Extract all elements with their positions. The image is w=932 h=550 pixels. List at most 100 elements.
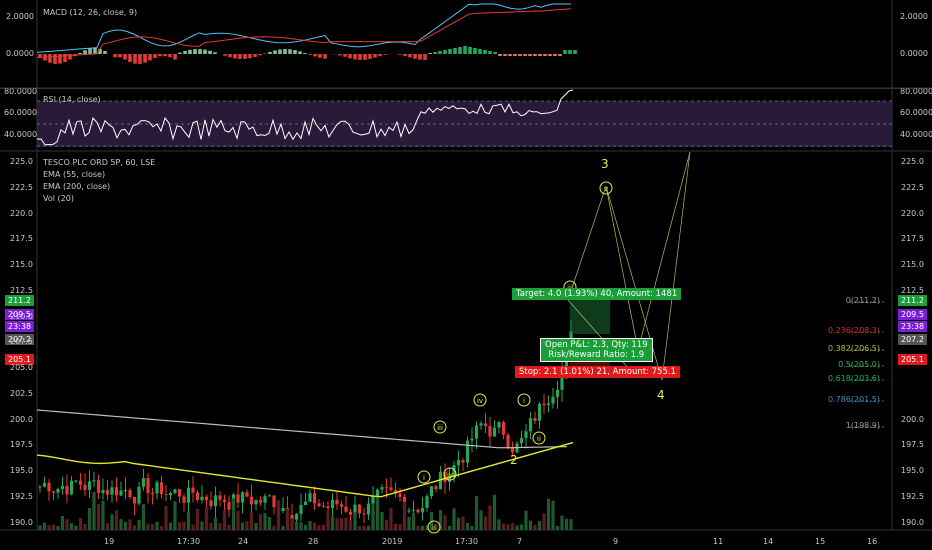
stop-box[interactable]: Stop: 2.1 (1.01%) 21, Amount: 755.1 <box>515 366 680 378</box>
volume-bar <box>87 507 92 530</box>
left-price-tag: 23:38 <box>5 321 35 332</box>
volume-bar <box>123 521 128 530</box>
candle-body <box>353 504 357 515</box>
volume-bar <box>299 522 303 530</box>
volume-bar <box>78 517 83 530</box>
macd-hist-bar <box>38 54 42 58</box>
volume-bar <box>164 506 168 530</box>
macd-hist-bar <box>88 48 92 54</box>
wave-circle-marker <box>443 467 457 481</box>
candle-body <box>497 422 501 428</box>
right-price-tag: 23:38 <box>898 321 928 332</box>
candle-body <box>177 489 182 497</box>
volume-bar <box>267 517 272 530</box>
wave-4-label: 4 <box>657 388 665 402</box>
candle-body <box>105 489 110 495</box>
macd-hist-bar <box>518 54 522 56</box>
target-box[interactable]: Target: 4.0 (1.93%) 40, Amount: 1481 <box>512 288 682 300</box>
pnl-box[interactable]: Open P&L: 2.3, Qty: 119 Risk/Reward Rati… <box>540 338 653 362</box>
macd-hist-bar <box>188 49 192 54</box>
fib-level-label: 0(211.2) <box>845 296 880 305</box>
volume-bar <box>105 523 110 530</box>
macd-hist-bar <box>48 54 52 63</box>
volume-bar <box>380 512 384 530</box>
candle-body <box>425 496 429 508</box>
candle-body <box>560 369 564 390</box>
candle-body <box>312 493 317 504</box>
wave-projection-line <box>567 185 607 301</box>
candle-body <box>326 506 330 509</box>
candle-body <box>537 403 542 421</box>
candle-body <box>407 510 411 512</box>
macd-hist-bar <box>418 54 422 60</box>
volume-bar <box>312 522 317 530</box>
candle-body <box>173 489 177 493</box>
volume-bar <box>177 522 182 530</box>
candle-body <box>209 500 213 507</box>
macd-hist-bar <box>398 54 402 55</box>
candle-body <box>92 480 96 482</box>
candle-body <box>429 486 434 497</box>
macd-hist-bar <box>213 52 217 54</box>
candle-body <box>218 495 222 500</box>
volume-bar <box>335 518 339 530</box>
time-tick: 16 <box>867 537 878 546</box>
volume-bar <box>114 510 119 530</box>
volume-bar <box>407 516 411 530</box>
macd-hist-bar <box>273 50 277 54</box>
volume-bar <box>222 510 227 530</box>
rsi-tick-80: 80.0000 <box>900 87 932 96</box>
volume-bar <box>119 519 123 530</box>
candle-body <box>96 480 101 493</box>
candle-body <box>483 423 488 427</box>
volume-bar <box>564 518 569 530</box>
volume-bar <box>285 508 290 530</box>
candle-body <box>447 476 452 482</box>
volume-bar <box>69 523 74 530</box>
macd-hist-bar <box>413 54 417 59</box>
volume-bar <box>569 519 573 530</box>
right-tick-190.0: 190.0 <box>901 517 924 527</box>
candle-body <box>245 492 249 497</box>
candle-body <box>38 486 42 488</box>
volume-bar <box>510 523 515 530</box>
volume-bar <box>330 516 335 530</box>
rsi-tick-40: 40.0000 <box>900 130 932 139</box>
volume-bar <box>38 525 42 530</box>
candle-body <box>555 389 560 397</box>
macd-tick-top: 2.0000 <box>900 12 928 21</box>
volume-bar <box>483 516 488 530</box>
macd-hist-bar <box>223 54 227 56</box>
volume-bar <box>96 503 101 530</box>
volume-bar <box>137 519 141 530</box>
wave-circle-marker <box>517 393 531 407</box>
volume-bar <box>479 510 483 530</box>
macd-tick-zero: 0.0000 <box>900 49 928 58</box>
wave-circle-marker <box>433 420 447 434</box>
candle-body <box>474 425 479 439</box>
volume-bar <box>308 520 312 530</box>
left-tick-190.0: 190.0 <box>10 517 33 527</box>
candle-body <box>420 507 425 513</box>
macd-hist-bar <box>553 54 557 56</box>
pnl-text: Open P&L: 2.3, Qty: 119 <box>545 340 648 350</box>
macd-hist-bar <box>243 54 247 59</box>
macd-hist-bar <box>373 54 377 58</box>
candle-body <box>299 505 303 514</box>
macd-hist-bar <box>503 54 507 56</box>
volume-bar <box>155 521 159 530</box>
candle-body <box>510 447 515 453</box>
volume-bar <box>42 522 47 530</box>
volume-bar <box>326 510 330 530</box>
macd-hist-bar <box>533 54 537 56</box>
volume-bar <box>159 525 164 530</box>
volume-bar <box>551 500 555 530</box>
fib-level-label: 0.5(205.0) <box>838 360 880 369</box>
candle-body <box>42 482 47 487</box>
main-pane[interactable]: TESCO PLC ORD 5P, 60, LSE EMA (55, close… <box>0 152 932 530</box>
macd-hist-bar <box>488 51 492 54</box>
candle-body <box>254 500 258 505</box>
volume-bar <box>60 516 65 530</box>
wave-circle-marker <box>473 393 487 407</box>
